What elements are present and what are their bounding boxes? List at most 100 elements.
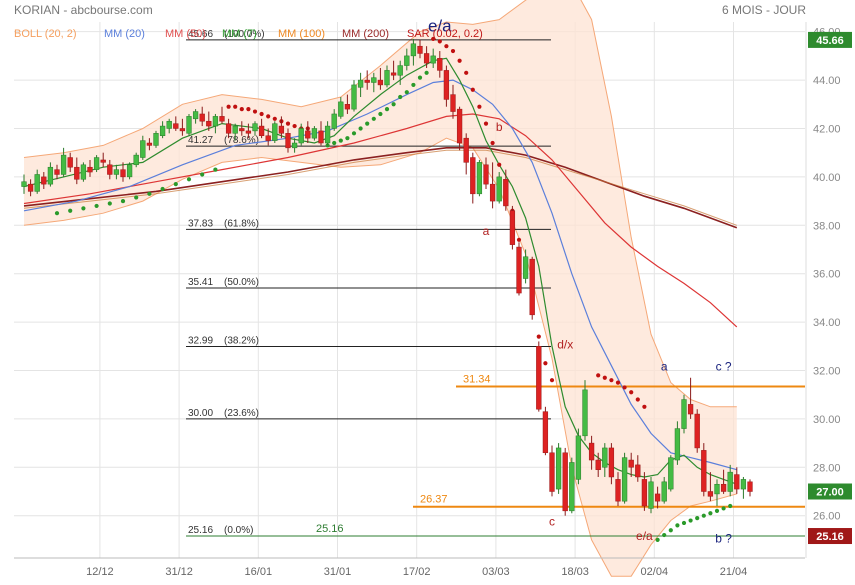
sar-dot (239, 107, 244, 112)
candle-body (694, 413, 700, 449)
sar-dot (642, 404, 647, 409)
sar-dot (391, 102, 396, 107)
sar-dot (470, 87, 475, 92)
candle-body (542, 411, 549, 454)
sar-dot (675, 523, 680, 528)
y-tick-label: 28.00 (813, 462, 841, 474)
candle-body (569, 462, 575, 512)
sar-dot (160, 186, 165, 192)
candle-body (575, 435, 582, 480)
sar-dot (629, 390, 634, 395)
sar-dot (424, 70, 429, 75)
candle-body (483, 164, 489, 185)
sar-dot (596, 373, 601, 378)
candle-body (338, 101, 344, 117)
candle-body (516, 246, 522, 294)
candle-body (390, 72, 397, 76)
candle-body (153, 133, 159, 146)
candle-body (146, 142, 153, 146)
sar-dot (635, 397, 640, 402)
candle-body (41, 176, 47, 185)
candle-body (727, 471, 733, 492)
x-tick-label: 31/01 (324, 566, 352, 578)
candle-body (701, 450, 707, 492)
candle-body (456, 108, 463, 144)
candle-body (628, 459, 634, 468)
sar-dot (173, 182, 178, 187)
y-tick-label: 34.00 (813, 317, 841, 329)
sar-dot (272, 116, 277, 121)
sar-dot (714, 508, 720, 513)
candle-body (654, 493, 661, 502)
support-label: 25.16 (316, 523, 344, 535)
candle-body (113, 169, 120, 175)
wave-label: c (549, 514, 555, 528)
sar-dot (483, 121, 489, 126)
sar-dot (120, 198, 126, 204)
x-tick-label: 18/03 (561, 566, 589, 578)
candle-body (648, 481, 654, 509)
sar-dot (477, 104, 482, 109)
legend-item: MM (20) (104, 28, 145, 40)
candle-body (107, 164, 113, 175)
sar-dot (259, 111, 264, 117)
sar-dot (378, 111, 383, 117)
sar-dot (404, 90, 409, 95)
sar-dot (94, 203, 99, 209)
candle-body (80, 164, 87, 180)
sar-dot (81, 206, 86, 211)
candle-body (588, 442, 595, 461)
candle-body (67, 157, 73, 168)
candle-body (720, 483, 727, 492)
y-tick-label: 44.00 (813, 75, 841, 87)
y-tick-label: 40.00 (813, 172, 841, 184)
candle-body (397, 65, 403, 76)
candle-body (410, 43, 417, 57)
candle-body (173, 123, 179, 129)
sar-dot (695, 516, 700, 521)
candle-body (225, 123, 232, 134)
y-tick-label: 30.00 (813, 414, 841, 426)
candle-body (384, 70, 390, 86)
sar-dot (226, 104, 231, 109)
low-price-badge: 25.16 (816, 531, 844, 543)
wave-label: e/a (636, 529, 653, 543)
candle-body (423, 53, 430, 64)
candle-body (747, 481, 753, 492)
fibonacci-pct-label: (100.0%) (224, 29, 265, 40)
x-tick-label: 02/04 (641, 566, 669, 578)
candle-body (54, 169, 60, 175)
sar-dot (351, 131, 357, 136)
sar-dot (662, 532, 667, 538)
sar-dot (338, 138, 343, 143)
x-tick-label: 16/01 (245, 566, 273, 578)
candle-body (291, 142, 298, 149)
candle-body (120, 169, 126, 178)
candle-body (159, 125, 166, 136)
sar-dot (457, 58, 462, 63)
sar-dot (490, 140, 495, 146)
candle-body (377, 79, 384, 86)
high-price-badge-bg (808, 31, 852, 48)
candle-body (661, 481, 667, 502)
fibonacci-pct-label: (61.8%) (224, 218, 259, 229)
sar-dot (437, 39, 442, 44)
sar-dot (536, 334, 541, 339)
candle-body (21, 181, 27, 187)
candle-body (635, 464, 641, 478)
candle-body (621, 457, 628, 502)
candle-body (536, 346, 542, 410)
sar-dot (516, 237, 522, 242)
sar-dot (417, 75, 423, 80)
sar-dot (708, 511, 713, 516)
candle-body (239, 128, 245, 132)
sar-dot (615, 380, 621, 385)
sar-dot (68, 208, 73, 213)
level-label: 31.34 (463, 373, 491, 385)
fibonacci-pct-label: (78.6%) (224, 135, 259, 146)
candle-body (34, 174, 40, 192)
candle-body (430, 55, 436, 64)
bollinger-upper-line (23, 0, 737, 408)
candle-body (529, 258, 535, 316)
x-tick-label: 31/12 (165, 566, 193, 578)
